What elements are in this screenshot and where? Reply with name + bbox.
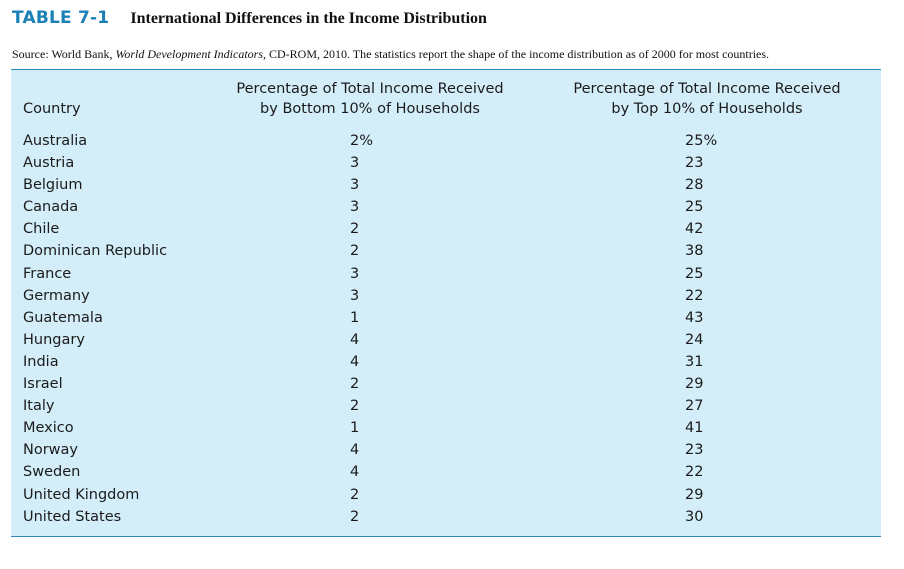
top-10-cell: 41 [685, 420, 704, 437]
country-cell: Mexico [23, 420, 74, 437]
top-10-cell: 22 [685, 287, 704, 304]
bottom-10-cell: 3 [350, 155, 360, 172]
country-cell: Germany [23, 287, 90, 304]
top-10-cell: 25% [685, 133, 718, 149]
top-10-cell: 38 [685, 243, 704, 260]
header-top-line1: Percentage of Total Income Received [573, 81, 841, 97]
top-10-cell: 29 [685, 486, 704, 503]
top-10-cell: 31 [685, 353, 704, 370]
header-bottom-10: Percentage of Total Income Received by B… [220, 79, 520, 119]
top-10-cell: 30 [685, 508, 704, 525]
bottom-10-cell: 4 [350, 464, 360, 481]
bottom-10-cell: 4 [350, 442, 360, 459]
bottom-10-cell: 2% [350, 133, 374, 149]
top-10-cell: 29 [685, 376, 704, 393]
bottom-10-cell: 2 [350, 376, 360, 393]
top-10-cell: 24 [685, 331, 704, 348]
source-prefix: Source: World Bank, [12, 47, 116, 61]
top-10-cell: 27 [685, 398, 704, 415]
table-row: Germany 3 22 [11, 285, 881, 307]
table-body: Australia 2% 25% Austria 3 23 Belgium 3 28 Can… [11, 130, 881, 528]
bottom-10-cell: 1 [350, 309, 360, 326]
table-row: United States 2 30 [11, 506, 881, 528]
table-row: United Kingdom 2 29 [11, 484, 881, 506]
top-10-cell: 28 [685, 177, 704, 194]
country-cell: Sweden [23, 464, 81, 481]
top-10-cell: 22 [685, 464, 704, 481]
country-cell: Chile [23, 221, 60, 238]
country-cell: United Kingdom [23, 486, 140, 503]
bottom-10-cell: 4 [350, 353, 360, 370]
table-row: Sweden 4 22 [11, 461, 881, 483]
table-caption: TABLE 7-1 International Differences in t… [12, 8, 487, 28]
country-cell: Australia [23, 133, 88, 149]
header-bottom-line1: Percentage of Total Income Received [236, 81, 504, 97]
bottom-10-cell: 4 [350, 331, 360, 348]
bottom-10-cell: 2 [350, 508, 360, 525]
table-row: Israel 2 29 [11, 373, 881, 395]
table-row: Mexico 1 41 [11, 417, 881, 439]
source-suffix: CD-ROM, 2010. The statistics report the … [266, 47, 770, 61]
country-cell: France [23, 265, 72, 282]
top-10-cell: 43 [685, 309, 704, 326]
country-cell: Guatemala [23, 309, 103, 326]
top-10-cell: 23 [685, 155, 704, 172]
table-row: Austria 3 23 [11, 152, 881, 174]
bottom-10-cell: 2 [350, 243, 360, 260]
bottom-10-cell: 2 [350, 398, 360, 415]
table-source-note: Source: World Bank, World Development In… [12, 47, 769, 62]
table-row: France 3 25 [11, 263, 881, 285]
table-row: Chile 2 42 [11, 218, 881, 240]
bottom-10-cell: 3 [350, 287, 360, 304]
bottom-10-cell: 1 [350, 420, 360, 437]
income-table: Country Percentage of Total Income Recei… [11, 69, 881, 537]
country-cell: United States [23, 508, 122, 525]
top-10-cell: 25 [685, 265, 704, 282]
table-row: Australia 2% 25% [11, 130, 881, 152]
table-row: Guatemala 1 43 [11, 307, 881, 329]
header-country: Country [23, 101, 81, 117]
table-row: Belgium 3 28 [11, 174, 881, 196]
bottom-10-cell: 3 [350, 199, 360, 216]
header-top-10: Percentage of Total Income Received by T… [557, 79, 857, 119]
bottom-10-cell: 3 [350, 177, 360, 194]
header-bottom-line2: by Bottom 10% of Households [260, 101, 480, 117]
table-row: Canada 3 25 [11, 196, 881, 218]
country-cell: Italy [23, 398, 55, 415]
top-10-cell: 42 [685, 221, 704, 238]
table-title: International Differences in the Income … [130, 10, 487, 27]
header-top-line2: by Top 10% of Households [611, 101, 803, 117]
bottom-10-cell: 2 [350, 486, 360, 503]
table-row: Italy 2 27 [11, 395, 881, 417]
country-cell: Austria [23, 155, 75, 172]
table-row: Dominican Republic 2 38 [11, 240, 881, 262]
bottom-10-cell: 3 [350, 265, 360, 282]
table-number: TABLE 7-1 [12, 8, 110, 28]
top-10-cell: 25 [685, 199, 704, 216]
table-row: Hungary 4 24 [11, 329, 881, 351]
country-cell: Canada [23, 199, 79, 216]
country-cell: Belgium [23, 177, 83, 194]
table-row: Norway 4 23 [11, 439, 881, 461]
table-row: India 4 31 [11, 351, 881, 373]
top-10-cell: 23 [685, 442, 704, 459]
country-cell: Norway [23, 442, 79, 459]
country-cell: Hungary [23, 331, 85, 348]
country-cell: India [23, 353, 59, 370]
country-cell: Dominican Republic [23, 243, 168, 260]
country-cell: Israel [23, 376, 63, 393]
bottom-10-cell: 2 [350, 221, 360, 238]
source-publication: World Development Indicators, [115, 47, 267, 61]
